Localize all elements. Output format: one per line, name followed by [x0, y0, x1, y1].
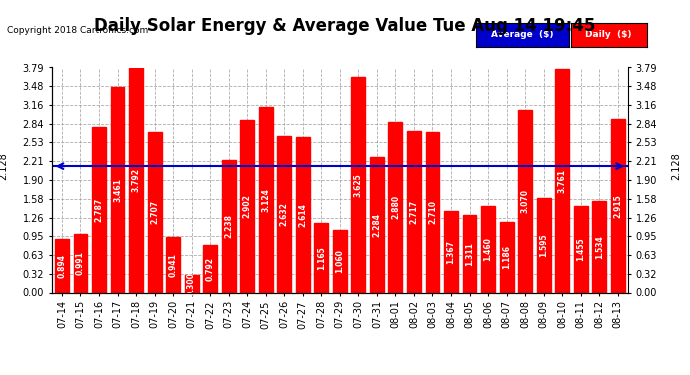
Bar [333, 230, 347, 292]
Text: Average  ($): Average ($) [491, 30, 554, 39]
Text: 0.300: 0.300 [187, 272, 196, 296]
Bar [110, 87, 124, 292]
Text: 2.915: 2.915 [613, 194, 622, 218]
Text: 1.060: 1.060 [335, 249, 344, 273]
Bar [407, 131, 421, 292]
Text: 3.070: 3.070 [520, 189, 530, 213]
Text: 0.792: 0.792 [206, 257, 215, 281]
Text: 2.128: 2.128 [0, 152, 8, 180]
Bar [462, 214, 477, 292]
Text: 2.710: 2.710 [428, 200, 437, 224]
Text: 2.284: 2.284 [373, 213, 382, 237]
Bar [277, 136, 291, 292]
Text: 0.894: 0.894 [57, 254, 66, 278]
Bar [426, 132, 440, 292]
Text: 3.761: 3.761 [558, 169, 566, 193]
Text: 2.880: 2.880 [391, 195, 400, 219]
Text: 1.534: 1.534 [595, 235, 604, 259]
Bar [537, 198, 551, 292]
Bar [500, 222, 513, 292]
Bar [518, 110, 532, 292]
Bar [74, 234, 88, 292]
Text: 3.792: 3.792 [132, 168, 141, 192]
Text: 1.165: 1.165 [317, 246, 326, 270]
Bar [351, 77, 365, 292]
Bar [221, 160, 235, 292]
Bar [148, 132, 161, 292]
Bar [388, 122, 402, 292]
Bar [444, 211, 458, 292]
Text: 2.717: 2.717 [409, 200, 418, 224]
Bar [573, 206, 588, 292]
Text: 0.941: 0.941 [168, 253, 177, 276]
Text: 2.632: 2.632 [279, 202, 288, 226]
Text: Daily  ($): Daily ($) [585, 30, 632, 39]
Bar [555, 69, 569, 292]
Bar [592, 201, 606, 292]
Text: 1.186: 1.186 [502, 245, 511, 269]
Bar [240, 120, 254, 292]
Text: Daily Solar Energy & Average Value Tue Aug 14 19:45: Daily Solar Energy & Average Value Tue A… [95, 17, 595, 35]
Text: 2.238: 2.238 [224, 214, 233, 238]
Bar [55, 239, 69, 292]
Bar [185, 275, 199, 292]
Bar [259, 107, 273, 292]
Bar [315, 224, 328, 292]
Bar [129, 68, 143, 292]
Text: 2.707: 2.707 [150, 200, 159, 224]
Text: 2.614: 2.614 [298, 203, 307, 227]
Text: 3.461: 3.461 [113, 178, 122, 202]
Text: 1.367: 1.367 [446, 240, 455, 264]
Text: 1.455: 1.455 [576, 237, 585, 261]
Text: 1.311: 1.311 [465, 242, 474, 266]
Text: 1.595: 1.595 [539, 233, 548, 257]
Text: 1.460: 1.460 [484, 237, 493, 261]
Bar [481, 206, 495, 292]
Bar [296, 137, 310, 292]
Text: 2.902: 2.902 [243, 194, 252, 218]
Bar [370, 157, 384, 292]
Text: 2.787: 2.787 [95, 198, 103, 222]
Text: 3.124: 3.124 [262, 188, 270, 212]
Text: 2.128: 2.128 [671, 152, 681, 180]
Text: 3.625: 3.625 [354, 173, 363, 197]
Text: 0.991: 0.991 [76, 251, 85, 275]
Bar [203, 246, 217, 292]
Bar [166, 237, 180, 292]
Text: Copyright 2018 Cartronics.com: Copyright 2018 Cartronics.com [7, 26, 148, 35]
Bar [611, 120, 624, 292]
Bar [92, 127, 106, 292]
